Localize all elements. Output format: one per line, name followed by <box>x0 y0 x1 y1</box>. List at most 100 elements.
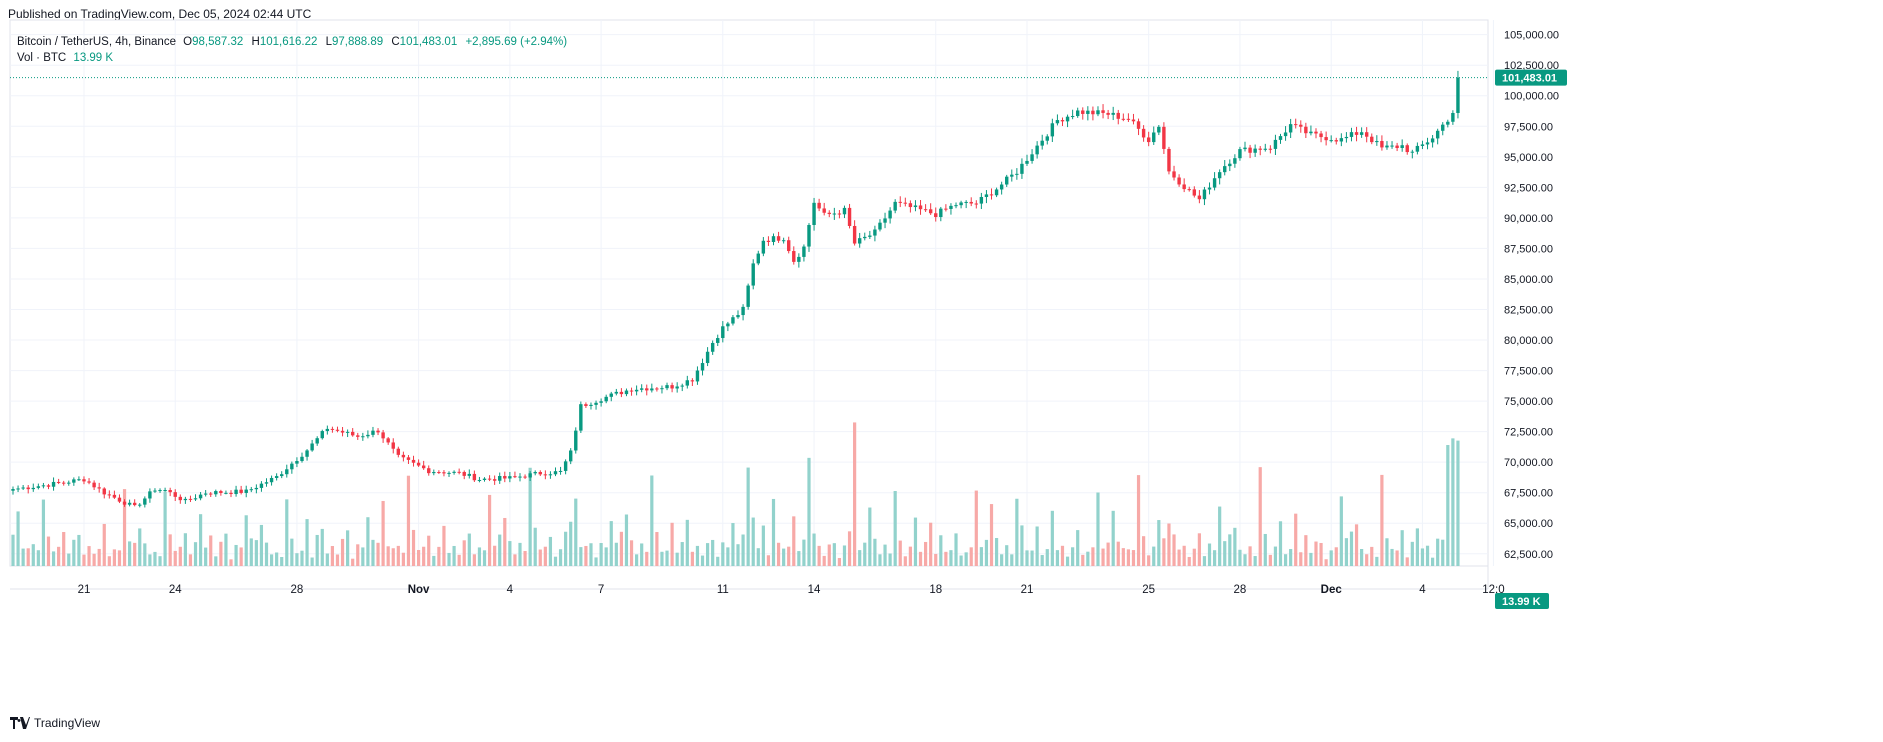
volume-bar <box>447 552 451 566</box>
candle-body <box>340 430 345 433</box>
candle-body <box>92 482 96 488</box>
candle-body <box>979 196 984 204</box>
candle-body <box>1197 195 1202 200</box>
candle-body <box>1157 126 1161 133</box>
volume-bar <box>437 546 441 566</box>
volume-bar <box>452 545 456 566</box>
candle-body <box>553 471 558 475</box>
volume-bar <box>477 547 482 566</box>
candle-body <box>705 351 710 364</box>
candle-body <box>1233 158 1237 164</box>
tradingview-brand[interactable]: TradingView <box>10 716 100 730</box>
candle-body <box>1339 138 1344 142</box>
volume-bar <box>523 551 527 566</box>
candle-body <box>1162 126 1166 149</box>
candle-body <box>1212 178 1217 188</box>
candle-body <box>756 253 760 264</box>
volume-bar <box>675 552 679 566</box>
candle-body <box>1299 124 1303 127</box>
candle-body <box>1273 139 1278 149</box>
candle-body <box>1253 148 1257 153</box>
candle-body <box>67 482 71 484</box>
candle-body <box>1364 132 1369 137</box>
volume-bar <box>1010 554 1014 566</box>
candle-body <box>604 396 608 402</box>
volume-bar <box>128 541 132 566</box>
volume-bar <box>954 533 958 566</box>
candle-body <box>315 438 319 444</box>
volume-bar <box>842 545 847 566</box>
price-tick-label: 67,500.00 <box>1504 488 1553 500</box>
volume-bar <box>82 554 86 566</box>
candle-body <box>421 465 426 469</box>
candle-body <box>680 385 684 387</box>
candle-body <box>158 490 162 492</box>
candle-body <box>837 213 842 215</box>
candle-body <box>852 225 857 244</box>
candle-body <box>787 240 791 252</box>
candle-body <box>1451 112 1455 122</box>
candle-body <box>219 491 223 493</box>
candle-body <box>1228 163 1232 167</box>
candle-body <box>1126 118 1131 120</box>
candle-body <box>776 236 781 241</box>
candle-body <box>183 498 188 501</box>
volume-bar <box>1040 555 1044 566</box>
candle-body <box>974 203 978 205</box>
volume-bar <box>1111 510 1115 566</box>
candle-body <box>452 471 456 473</box>
candle-body <box>533 471 537 474</box>
candle-body <box>873 229 877 236</box>
candle-body <box>1278 136 1283 140</box>
candle-body <box>523 476 527 478</box>
candle-body <box>1294 124 1298 126</box>
candle-body <box>269 477 274 483</box>
candle-body <box>325 428 330 432</box>
candle-body <box>736 315 740 318</box>
candle-body <box>1319 133 1323 138</box>
candle-body <box>863 236 867 239</box>
candle-body <box>1435 130 1440 139</box>
candle-body <box>1055 120 1060 124</box>
volume-bar <box>1380 474 1384 566</box>
candle-body <box>62 482 66 484</box>
price-tick-label: 70,000.00 <box>1504 457 1553 469</box>
ohlc-row: Bitcoin / TetherUS, 4h, Binance O98,587.… <box>17 34 572 50</box>
candle-body <box>477 479 482 481</box>
published-caption: Published on TradingView.com, Dec 05, 20… <box>8 7 312 21</box>
volume-bar <box>827 544 831 566</box>
volume-bar <box>1243 554 1247 566</box>
candle-body <box>639 388 644 390</box>
candle-body <box>594 402 598 405</box>
candle-body <box>112 494 117 498</box>
volume-bar <box>51 551 56 566</box>
volume-bar <box>285 499 289 566</box>
candle-body <box>685 380 690 386</box>
volume-bar <box>868 507 872 566</box>
volume-bar <box>1020 525 1024 566</box>
volume-label[interactable]: Vol · BTC <box>17 52 67 64</box>
volume-bar <box>366 517 370 566</box>
volume-bar <box>873 538 877 566</box>
last-volume-label: 13.99 K <box>1502 596 1541 608</box>
volume-bar <box>234 544 238 566</box>
volume-bar <box>1370 546 1374 566</box>
volume-bar <box>1273 546 1278 566</box>
symbol-title[interactable]: Bitcoin / TetherUS, 4h, Binance <box>17 36 176 48</box>
time-axis: 21 24 28 Nov 4 7 11 14 18 21 25 28 Dec 4 12:0 <box>78 584 1505 596</box>
volume-bar <box>214 556 218 566</box>
volume-bar <box>1197 533 1201 566</box>
candle-body <box>670 385 674 389</box>
candle-body <box>1359 132 1364 135</box>
candle-body <box>984 194 989 197</box>
candle-body <box>832 213 837 215</box>
volume-bar <box>1126 549 1130 566</box>
volume-bar <box>690 551 694 566</box>
volume-bar <box>721 542 725 566</box>
volume-bar <box>1253 556 1257 566</box>
volume-bar <box>1065 556 1070 566</box>
candle-body <box>330 428 335 430</box>
volume-bar <box>994 538 999 566</box>
volume-bar <box>356 544 360 566</box>
